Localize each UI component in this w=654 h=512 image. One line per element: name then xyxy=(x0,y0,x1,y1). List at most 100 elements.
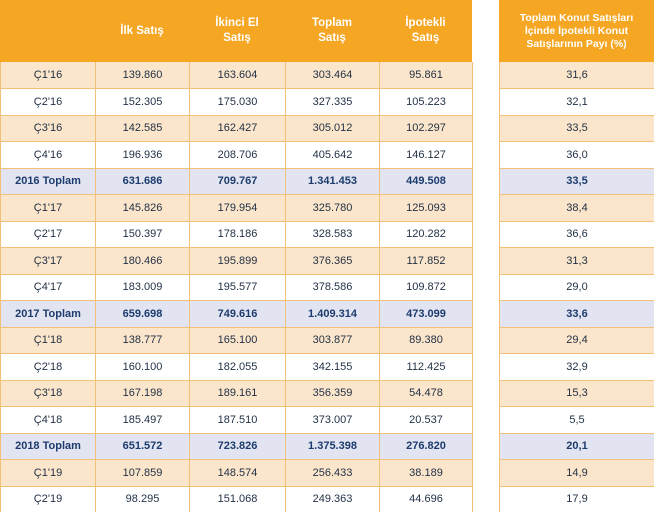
table-row: Ç2'18 160.100 182.055 342.155 112.425 xyxy=(0,353,473,381)
share-header-line3: Satışlarının Payı (%) xyxy=(526,37,627,50)
share-row: 36,0 xyxy=(499,141,654,169)
table-row: Ç3'17 180.466 195.899 376.365 117.852 xyxy=(0,247,473,275)
mortgage-share-cell: 31,3 xyxy=(499,247,654,275)
second-hand-sale-cell: 178.186 xyxy=(189,221,286,248)
mortgage-share-cell: 14,9 xyxy=(499,459,654,487)
period-cell: Ç4'16 xyxy=(0,141,96,169)
share-header: Toplam Konut Satışları İçinde İpotekli K… xyxy=(499,0,654,62)
first-sale-cell: 107.859 xyxy=(95,459,190,487)
header-total-line2: Satış xyxy=(318,32,346,44)
total-sale-cell: 303.464 xyxy=(285,62,380,89)
first-sale-cell: 152.305 xyxy=(95,88,190,116)
table-row: Ç1'17 145.826 179.954 325.780 125.093 xyxy=(0,194,473,222)
second-hand-sale-cell: 195.899 xyxy=(189,247,286,275)
mortgage-sale-cell: 44.696 xyxy=(379,486,473,512)
year-total-share-row: 33,5 xyxy=(499,168,654,195)
first-sale-cell: 150.397 xyxy=(95,221,190,248)
table-row: Ç1'18 138.777 165.100 303.877 89.380 xyxy=(0,327,473,354)
header-first-sale: İlk Satış xyxy=(95,0,189,62)
table-row: Ç1'19 107.859 148.574 256.433 38.189 xyxy=(0,459,473,487)
second-hand-sale-cell: 175.030 xyxy=(189,88,286,116)
mortgage-sale-cell: 109.872 xyxy=(379,274,473,301)
period-cell: Ç1'17 xyxy=(0,194,96,222)
year-total-row: 2018 Toplam 651.572 723.826 1.375.398 276.82… xyxy=(0,433,473,460)
first-sale-cell: 139.860 xyxy=(95,62,190,89)
second-hand-sale-cell: 723.826 xyxy=(189,433,286,460)
second-hand-sale-cell: 163.604 xyxy=(189,62,286,89)
share-row: 31,3 xyxy=(499,247,654,275)
period-cell: Ç3'18 xyxy=(0,380,96,407)
total-sale-cell: 256.433 xyxy=(285,459,380,487)
period-cell: Ç1'19 xyxy=(0,459,96,487)
period-cell: Ç2'18 xyxy=(0,353,96,381)
mortgage-sale-cell: 276.820 xyxy=(379,433,473,460)
header-first-sale-label: İlk Satış xyxy=(120,24,164,37)
first-sale-cell: 180.466 xyxy=(95,247,190,275)
share-row: 32,1 xyxy=(499,88,654,116)
second-hand-sale-cell: 709.767 xyxy=(189,168,286,195)
mortgage-share-cell: 33,5 xyxy=(499,168,654,195)
period-cell: 2017 Toplam xyxy=(0,300,96,328)
mortgage-share-cell: 5,5 xyxy=(499,406,654,434)
mortgage-sale-cell: 102.297 xyxy=(379,115,473,142)
table-row: Ç2'19 98.295 151.068 249.363 44.696 xyxy=(0,486,473,512)
mortgage-share-cell: 15,3 xyxy=(499,380,654,407)
first-sale-cell: 183.009 xyxy=(95,274,190,301)
table-row: Ç2'16 152.305 175.030 327.335 105.223 xyxy=(0,88,473,116)
period-cell: Ç3'17 xyxy=(0,247,96,275)
first-sale-cell: 631.686 xyxy=(95,168,190,195)
share-row: 33,5 xyxy=(499,115,654,142)
first-sale-cell: 160.100 xyxy=(95,353,190,381)
table-row: Ç4'16 196.936 208.706 405.642 146.127 xyxy=(0,141,473,169)
mortgage-share-cell: 33,6 xyxy=(499,300,654,328)
share-row: 38,4 xyxy=(499,194,654,222)
mortgage-share-cell: 36,0 xyxy=(499,141,654,169)
table-row: Ç2'17 150.397 178.186 328.583 120.282 xyxy=(0,221,473,248)
table-row: Ç4'18 185.497 187.510 373.007 20.537 xyxy=(0,406,473,434)
total-sale-cell: 378.586 xyxy=(285,274,380,301)
total-sale-cell: 327.335 xyxy=(285,88,380,116)
period-cell: Ç1'16 xyxy=(0,62,96,89)
second-hand-sale-cell: 195.577 xyxy=(189,274,286,301)
table-row: Ç4'17 183.009 195.577 378.586 109.872 xyxy=(0,274,473,301)
second-hand-sale-cell: 208.706 xyxy=(189,141,286,169)
first-sale-cell: 659.698 xyxy=(95,300,190,328)
period-cell: Ç4'18 xyxy=(0,406,96,434)
share-row: 29,4 xyxy=(499,327,654,354)
period-cell: 2016 Toplam xyxy=(0,168,96,195)
first-sale-cell: 651.572 xyxy=(95,433,190,460)
period-cell: 2018 Toplam xyxy=(0,433,96,460)
period-cell: Ç4'17 xyxy=(0,274,96,301)
total-sale-cell: 356.359 xyxy=(285,380,380,407)
second-hand-sale-cell: 179.954 xyxy=(189,194,286,222)
header-mortgage-line1: İpotekli xyxy=(405,17,446,29)
second-hand-sale-cell: 165.100 xyxy=(189,327,286,354)
header-mortgage-sale: İpotekli Satış xyxy=(379,0,472,62)
mortgage-sale-cell: 112.425 xyxy=(379,353,473,381)
mortgage-share-cell: 31,6 xyxy=(499,62,654,89)
table-row: Ç3'16 142.585 162.427 305.012 102.297 xyxy=(0,115,473,142)
mortgage-sale-cell: 54.478 xyxy=(379,380,473,407)
second-hand-sale-cell: 148.574 xyxy=(189,459,286,487)
table-row: Ç1'16 139.860 163.604 303.464 95.861 xyxy=(0,62,473,89)
share-row: 17,9 xyxy=(499,486,654,512)
total-sale-cell: 305.012 xyxy=(285,115,380,142)
first-sale-cell: 142.585 xyxy=(95,115,190,142)
header-second-hand-sale: İkinci El Satış xyxy=(189,0,285,62)
total-sale-cell: 1.341.453 xyxy=(285,168,380,195)
first-sale-cell: 98.295 xyxy=(95,486,190,512)
total-sale-cell: 376.365 xyxy=(285,247,380,275)
mortgage-sale-cell: 20.537 xyxy=(379,406,473,434)
mortgage-share-cell: 17,9 xyxy=(499,486,654,512)
mortgage-share-cell: 32,9 xyxy=(499,353,654,381)
mortgage-sale-cell: 117.852 xyxy=(379,247,473,275)
share-row: 32,9 xyxy=(499,353,654,381)
mortgage-share-cell: 38,4 xyxy=(499,194,654,222)
period-cell: Ç3'16 xyxy=(0,115,96,142)
header-second-hand-line2: Satış xyxy=(223,32,251,44)
total-sale-cell: 342.155 xyxy=(285,353,380,381)
second-hand-sale-cell: 162.427 xyxy=(189,115,286,142)
header-total-line1: Toplam xyxy=(311,17,353,29)
header-mortgage-line2: Satış xyxy=(411,32,440,44)
first-sale-cell: 145.826 xyxy=(95,194,190,222)
